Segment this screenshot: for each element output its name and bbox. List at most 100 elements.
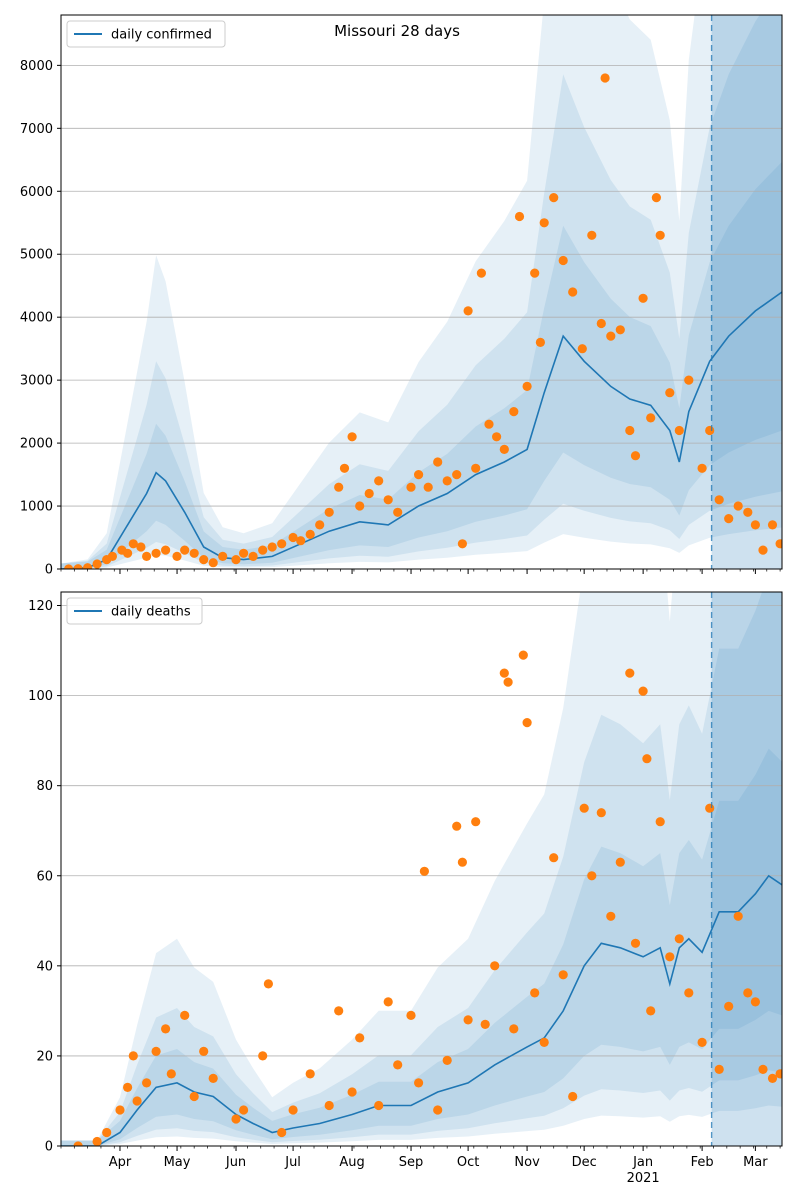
data-point bbox=[189, 1091, 199, 1102]
data-point bbox=[132, 1096, 142, 1106]
data-point bbox=[697, 463, 707, 473]
data-point bbox=[64, 564, 74, 569]
data-point bbox=[705, 425, 715, 436]
data-point bbox=[579, 803, 589, 813]
data-point bbox=[102, 1127, 112, 1138]
x-tick-label: Oct bbox=[457, 1155, 479, 1170]
data-point bbox=[480, 1019, 490, 1029]
data-point bbox=[324, 507, 334, 517]
y-tick-label: 5000 bbox=[20, 248, 53, 263]
data-point bbox=[442, 476, 452, 486]
data-point bbox=[750, 520, 761, 530]
deaths-chart-panel: 0 20 40 60 80 100 120 Apr May Jun Jul Aug Sep Oct Nov D… bbox=[28, 591, 783, 1186]
data-point bbox=[199, 1046, 209, 1056]
confirmed-uncertainty-bands bbox=[61, 15, 782, 569]
data-point bbox=[674, 934, 684, 944]
data-point bbox=[393, 1060, 403, 1070]
data-point bbox=[324, 1100, 334, 1111]
data-point bbox=[646, 413, 656, 423]
data-point bbox=[383, 495, 393, 505]
legend-label-deaths: daily deaths bbox=[111, 605, 191, 620]
axes-frame bbox=[60, 591, 783, 1147]
data-point bbox=[514, 211, 525, 222]
middle-band bbox=[61, 592, 782, 1146]
y-tick-label: 100 bbox=[28, 689, 53, 704]
data-point bbox=[522, 718, 532, 728]
data-point bbox=[406, 1010, 416, 1021]
data-point bbox=[587, 871, 597, 881]
chart-title: Missouri 28 days bbox=[334, 22, 460, 40]
data-point bbox=[189, 548, 199, 558]
data-point bbox=[406, 482, 416, 492]
data-point bbox=[503, 677, 513, 687]
data-point bbox=[115, 1105, 125, 1115]
data-point bbox=[433, 1105, 443, 1115]
data-point bbox=[442, 1055, 452, 1065]
y-tick-label: 1000 bbox=[20, 500, 53, 515]
data-point bbox=[161, 1024, 171, 1034]
data-point bbox=[305, 529, 315, 540]
data-point bbox=[355, 501, 365, 511]
data-point bbox=[142, 1078, 152, 1088]
y-tick-label: 3000 bbox=[20, 374, 53, 389]
confirmed-legend: daily confirmed bbox=[66, 20, 226, 48]
y-tick-label: 8000 bbox=[20, 59, 53, 74]
data-point bbox=[393, 507, 403, 517]
x-tick-label: May bbox=[164, 1155, 191, 1170]
data-point bbox=[339, 463, 350, 473]
data-point bbox=[258, 545, 268, 555]
legend-box bbox=[66, 20, 226, 48]
data-point bbox=[743, 988, 753, 998]
data-point bbox=[509, 407, 519, 417]
data-point bbox=[231, 1114, 241, 1124]
data-point bbox=[665, 952, 675, 962]
confirmed-axes: 0 1000 2000 3000 4000 5000 6000 7000 8000 bbox=[20, 14, 783, 578]
outer-band bbox=[61, 15, 782, 569]
data-point bbox=[674, 425, 684, 436]
data-point bbox=[577, 344, 587, 354]
data-point bbox=[630, 938, 641, 948]
data-point bbox=[568, 287, 578, 297]
data-point bbox=[539, 1037, 549, 1047]
data-point bbox=[180, 545, 190, 555]
data-point bbox=[638, 686, 648, 696]
data-point bbox=[476, 268, 486, 278]
data-point bbox=[463, 1015, 473, 1025]
data-point bbox=[457, 857, 467, 867]
data-point bbox=[433, 457, 443, 467]
data-point bbox=[142, 551, 152, 562]
data-point bbox=[136, 542, 146, 552]
data-point bbox=[355, 1033, 365, 1043]
confirmed-series bbox=[61, 15, 782, 569]
axes-frame bbox=[60, 14, 783, 570]
legend-box bbox=[66, 597, 203, 625]
data-point bbox=[123, 1082, 133, 1092]
data-point bbox=[638, 293, 648, 303]
data-point bbox=[161, 545, 171, 555]
data-point bbox=[630, 451, 641, 461]
deaths-axes: 0 20 40 60 80 100 120 Apr May Jun Jul Aug Sep Oct Nov D… bbox=[28, 591, 783, 1186]
y-tick-label: 0 bbox=[45, 1140, 53, 1155]
y-tick-label: 4000 bbox=[20, 311, 53, 326]
data-point bbox=[758, 1064, 768, 1074]
data-point bbox=[518, 650, 528, 660]
data-point bbox=[463, 306, 473, 316]
legend-label-confirmed: daily confirmed bbox=[111, 28, 212, 43]
data-point bbox=[128, 1051, 138, 1061]
y-tick-label: 40 bbox=[36, 959, 53, 974]
data-point bbox=[600, 73, 610, 83]
data-point bbox=[107, 551, 117, 562]
deaths-uncertainty-bands bbox=[61, 592, 782, 1146]
data-point bbox=[535, 337, 546, 347]
data-point bbox=[767, 520, 778, 530]
data-point bbox=[315, 520, 325, 530]
data-point bbox=[596, 318, 606, 329]
data-point bbox=[665, 388, 675, 398]
y-tick-label: 20 bbox=[36, 1049, 53, 1064]
data-point bbox=[509, 1024, 519, 1034]
data-point bbox=[492, 432, 502, 442]
data-point bbox=[288, 1105, 298, 1115]
data-point bbox=[374, 1100, 384, 1111]
data-point bbox=[347, 1087, 357, 1097]
